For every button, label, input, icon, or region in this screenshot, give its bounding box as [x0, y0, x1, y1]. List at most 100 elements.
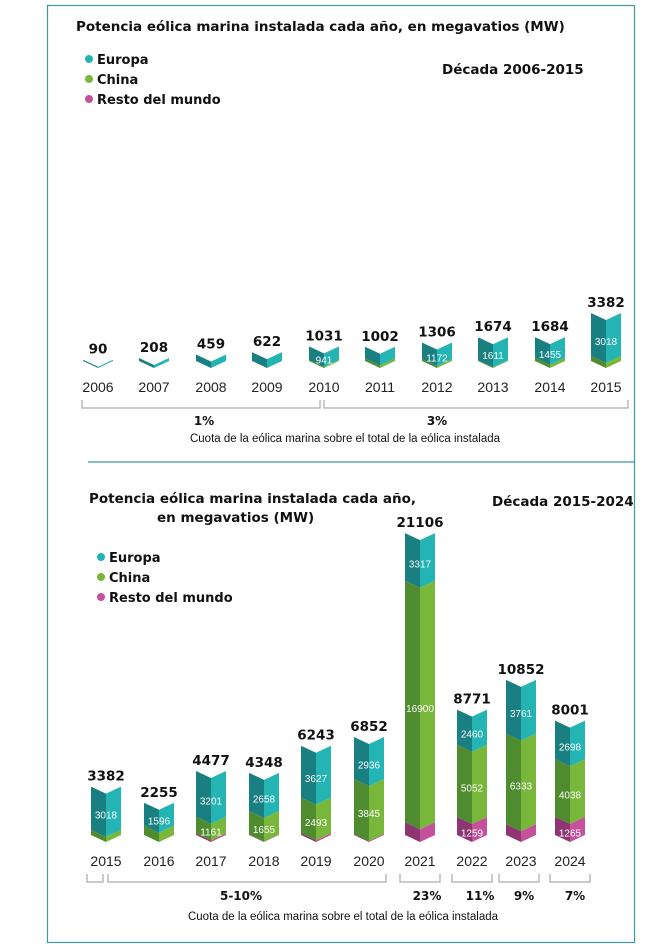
bar-total-label: 8001 — [551, 703, 589, 719]
year-label: 2013 — [477, 379, 508, 395]
legend-dot-europa — [97, 553, 105, 561]
bar-2018: 1655 2658 4348 — [245, 755, 283, 842]
bar-2024: 1265 4038 2698 8001 — [551, 703, 589, 842]
bar-2012: 1172 1306 — [418, 324, 456, 368]
segment-value-europa: 2698 — [559, 742, 582, 753]
bar-segment-china-left — [354, 779, 369, 841]
bar-segment-europa-right — [550, 337, 565, 365]
bar-segment-europa-right — [380, 346, 395, 366]
bar-2022: 1259 5052 2460 8771 — [453, 692, 491, 842]
segment-value-europa: 1611 — [482, 351, 504, 362]
bar-segment-china-left — [555, 759, 570, 824]
share-bracket — [81, 400, 321, 409]
segment-value-china: 16900 — [406, 704, 434, 715]
bar-segment-europa-left — [365, 346, 380, 366]
segment-value-europa: 941 — [316, 356, 333, 367]
legend-dot-china — [85, 75, 93, 83]
bar-segment-europa-left — [405, 533, 420, 588]
share-bracket — [399, 874, 441, 883]
bar-segment-china-left — [506, 733, 521, 832]
year-label: 2009 — [251, 379, 282, 395]
bar-segment-europa-left — [457, 709, 472, 752]
bar-2023: 6333 3761 10852 — [498, 662, 544, 842]
bar-segment-china-left — [405, 580, 420, 830]
segment-value-resto: 1265 — [559, 828, 582, 839]
bar-2014: 1455 1684 — [531, 319, 569, 368]
bar-2013: 1611 1674 — [474, 319, 512, 368]
bar-segment-europa-left — [252, 352, 267, 368]
bar-segment-china-right — [316, 797, 331, 841]
bar-segment-europa-right — [324, 346, 339, 367]
chart1-decade: Década 2006-2015 — [442, 62, 584, 78]
bar-2009: 622 — [252, 334, 282, 368]
segment-value-europa: 3018 — [95, 811, 118, 822]
bar-segment-china-right — [159, 825, 174, 842]
bar-total-label: 4348 — [245, 755, 283, 771]
bar-2019: 2493 3627 6243 — [297, 728, 335, 842]
share-bracket — [107, 874, 387, 883]
segment-value-china: 5052 — [461, 783, 484, 794]
segment-value-europa: 3761 — [510, 709, 533, 720]
segment-value-china: 1161 — [200, 828, 222, 839]
chart2-bars: 3018 3382 2015 1596 2255 2016 1161 3201 4477 2017… — [86, 515, 591, 903]
bar-total-label: 1002 — [361, 329, 399, 345]
segment-value-europa: 1596 — [148, 817, 171, 828]
year-label: 2020 — [353, 853, 384, 869]
bar-2015: 3018 3382 — [587, 295, 625, 368]
segment-value-china: 2493 — [305, 818, 328, 829]
chart1-legend: Europa China Resto del mundo — [85, 53, 221, 108]
legend-resto: Resto del mundo — [109, 591, 233, 606]
bar-segment-china-right — [521, 733, 536, 832]
bar-segment-china-left — [144, 825, 159, 842]
bar-segment-china-left — [91, 829, 106, 842]
bar-segment-europa-left — [139, 358, 154, 368]
bar-segment-resto-right — [316, 833, 331, 842]
segment-value-china: 6333 — [510, 781, 533, 792]
year-label: 2015 — [590, 379, 621, 395]
year-label: 2018 — [248, 853, 279, 869]
bar-segment-resto-left — [196, 833, 211, 842]
bar-total-label: 2255 — [140, 785, 178, 801]
bar-2015: 3018 3382 — [87, 769, 125, 842]
share-label: 11% — [466, 889, 495, 903]
share-label: 23% — [413, 889, 442, 903]
bar-2006: 90 — [83, 342, 113, 368]
bar-segment-china-right — [493, 360, 508, 368]
legend-dot-resto — [97, 593, 105, 601]
bar-segment-europa-right — [211, 354, 226, 368]
bar-segment-europa-left — [354, 737, 369, 787]
year-label: 2017 — [195, 853, 226, 869]
bar-total-label: 6243 — [297, 728, 335, 744]
bar-segment-europa-left — [144, 802, 159, 833]
bar-2016: 1596 2255 — [140, 785, 178, 842]
bar-segment-europa-right — [106, 786, 121, 837]
bar-segment-europa-left — [506, 679, 521, 741]
bar-total-label: 208 — [140, 340, 168, 356]
bar-segment-china-left — [478, 360, 493, 368]
bar-segment-europa-left — [91, 786, 106, 837]
bar-total-label: 3382 — [87, 769, 125, 785]
bar-segment-resto-left — [457, 816, 472, 842]
bar-segment-europa-right — [521, 679, 536, 741]
bar-segment-china-right — [324, 359, 339, 368]
segment-value-resto: 1259 — [461, 828, 484, 839]
bar-2007: 208 — [139, 340, 169, 368]
bar-segment-resto-left — [249, 834, 264, 842]
legend-resto: Resto del mundo — [97, 93, 221, 108]
bar-total-label: 90 — [89, 342, 108, 358]
segment-value-europa: 3317 — [409, 559, 432, 570]
share-label: 9% — [514, 889, 534, 903]
chart1-caption: Cuota de la eólica marina sobre el total… — [190, 433, 501, 445]
bar-segment-resto-left — [301, 833, 316, 842]
legend-china: China — [97, 73, 138, 88]
bar-total-label: 8771 — [453, 692, 491, 708]
year-label: 2024 — [554, 853, 585, 869]
bar-segment-europa-right — [316, 745, 331, 805]
share-bracket — [451, 874, 493, 883]
bar-segment-europa-right — [211, 770, 226, 824]
frame-border — [46, 4, 636, 944]
bar-segment-europa-right — [264, 772, 279, 818]
bar-segment-china-right — [472, 744, 487, 824]
bar-segment-europa-right — [267, 352, 282, 368]
bar-segment-europa-right — [472, 709, 487, 752]
